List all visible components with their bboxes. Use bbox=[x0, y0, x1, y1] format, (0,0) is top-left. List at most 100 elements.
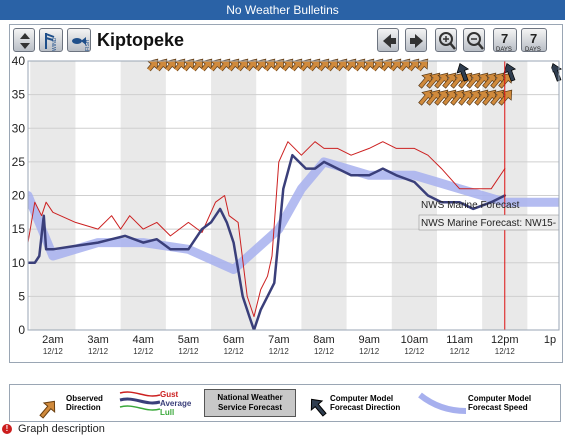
weather-bulletin-banner[interactable]: No Weather Bulletins bbox=[0, 0, 565, 20]
x-tick-label: 1p bbox=[544, 334, 556, 346]
graph-toolbar: WIND FISH Kiptopeke 7 DAYS 7 D bbox=[9, 24, 561, 61]
observed-direction-arrow bbox=[434, 72, 449, 89]
back-days-icon: 7 DAYS bbox=[496, 31, 512, 53]
x-tick-label: 10am bbox=[401, 334, 429, 346]
series-gust bbox=[28, 141, 506, 318]
gust-average-lull-lines-icon bbox=[119, 391, 161, 411]
model-direction-label: Computer Model Forecast Direction bbox=[330, 394, 401, 412]
y-tick-label: 10 bbox=[12, 256, 26, 270]
graph-description-text: Graph description bbox=[18, 423, 105, 435]
days-label: DAYS bbox=[496, 47, 512, 53]
x-tick-date: 12/12 bbox=[450, 347, 471, 356]
y-tick-label: 0 bbox=[18, 323, 25, 337]
x-tick-label: 6am bbox=[223, 334, 244, 346]
arrow-right-icon bbox=[410, 34, 423, 48]
model-speed-line-icon bbox=[418, 392, 467, 414]
x-tick-label: 12pm bbox=[491, 334, 519, 346]
legend-symbols bbox=[39, 391, 467, 419]
days-number: 7 bbox=[530, 31, 537, 46]
fish-label: FISH bbox=[85, 39, 91, 51]
observed-direction-arrow bbox=[450, 72, 465, 89]
x-tick-label: 9am bbox=[358, 334, 379, 346]
days-label: DAYS bbox=[525, 47, 541, 53]
model-speed-label: Computer Model Forecast Speed bbox=[468, 394, 532, 412]
observed-direction-arrow bbox=[442, 89, 457, 106]
y-tick-label: 35 bbox=[12, 88, 26, 102]
observed-direction-arrow bbox=[418, 72, 433, 89]
observed-direction-arrow bbox=[442, 72, 457, 89]
observed-direction-arrow bbox=[474, 89, 489, 106]
nws-forecast-label: NWS Marine Forecast bbox=[421, 200, 520, 211]
model-direction-arrow-icon bbox=[310, 398, 327, 417]
average-label: Average bbox=[160, 399, 192, 408]
observed-direction-arrow bbox=[458, 89, 473, 106]
graph-description-link[interactable]: ! Graph description bbox=[2, 423, 105, 435]
observed-direction-arrow bbox=[418, 89, 433, 106]
graph-legend: Observed Direction Gust Average Lull Nat… bbox=[9, 384, 561, 422]
x-tick-date: 12/12 bbox=[359, 347, 380, 356]
observed-direction-arrow-icon bbox=[39, 400, 56, 419]
up-down-arrows-icon bbox=[20, 33, 30, 49]
observed-direction-arrow bbox=[482, 89, 497, 106]
seven-days-forward-button[interactable]: 7 DAYS bbox=[521, 28, 547, 53]
y-tick-label: 15 bbox=[12, 222, 26, 236]
x-tick-date: 12/12 bbox=[88, 347, 109, 356]
y-tick-label: 40 bbox=[12, 54, 26, 68]
model-direction-arrow bbox=[549, 62, 563, 82]
x-tick-date: 12/12 bbox=[133, 347, 154, 356]
model-direction-arrow bbox=[456, 62, 470, 82]
x-tick-date: 12/12 bbox=[495, 347, 516, 356]
wind-label: WIND bbox=[52, 37, 58, 51]
wind-mode-button[interactable]: WIND bbox=[39, 28, 63, 52]
observed-direction-arrow bbox=[490, 72, 505, 89]
observed-direction-arrow bbox=[482, 72, 497, 89]
plot-border bbox=[27, 60, 560, 331]
days-number: 7 bbox=[501, 31, 508, 46]
y-tick-label: 5 bbox=[18, 289, 25, 303]
nws-forecast-legend-button[interactable]: National Weather Service Forecast bbox=[204, 389, 296, 417]
zoom-in-icon bbox=[439, 32, 456, 50]
series-computer-model-forecast-speed bbox=[28, 157, 559, 274]
x-tick-label: 2am bbox=[42, 334, 63, 346]
seven-days-back-button[interactable]: 7 DAYS bbox=[493, 28, 517, 53]
arrow-left-icon bbox=[383, 34, 396, 48]
x-tick-label: 4am bbox=[133, 334, 154, 346]
observed-direction-label: Observed Direction bbox=[66, 394, 103, 412]
x-tick-label: 3am bbox=[87, 334, 108, 346]
x-tick-date: 12/12 bbox=[269, 347, 290, 356]
lull-label: Lull bbox=[160, 408, 175, 417]
wind-icon: WIND bbox=[45, 33, 58, 51]
observed-direction-arrow bbox=[434, 89, 449, 106]
model-direction-arrow bbox=[503, 62, 517, 82]
zoom-in-button[interactable] bbox=[435, 28, 457, 52]
gust-label: Gust bbox=[160, 390, 179, 399]
next-button[interactable] bbox=[405, 28, 427, 52]
y-tick-label: 25 bbox=[12, 155, 26, 169]
x-tick-date: 12/12 bbox=[178, 347, 199, 356]
station-name: Kiptopeke bbox=[97, 30, 185, 50]
wind-graph[interactable]: 05101520253035402am12/123am12/124am12/12… bbox=[0, 0, 565, 384]
y-tick-label: 30 bbox=[12, 121, 26, 135]
observed-direction-arrow bbox=[466, 72, 481, 89]
info-icon: ! bbox=[2, 424, 12, 435]
observed-direction-arrow bbox=[474, 72, 489, 89]
x-tick-date: 12/12 bbox=[404, 347, 425, 356]
x-tick-label: 11am bbox=[446, 334, 473, 346]
fish-mode-button[interactable]: FISH bbox=[67, 28, 91, 52]
zoom-out-button[interactable] bbox=[463, 28, 485, 52]
series-average bbox=[28, 153, 507, 330]
observed-direction-arrow bbox=[466, 89, 481, 106]
observed-direction-arrow bbox=[426, 72, 441, 89]
observed-direction-arrow bbox=[450, 89, 465, 106]
x-tick-label: 5am bbox=[178, 334, 199, 346]
observed-direction-arrow bbox=[426, 89, 441, 106]
x-tick-date: 12/12 bbox=[224, 347, 245, 356]
previous-button[interactable] bbox=[377, 28, 399, 52]
y-tick-label: 20 bbox=[12, 189, 26, 203]
x-tick-label: 7am bbox=[268, 334, 289, 346]
x-tick-date: 12/12 bbox=[314, 347, 335, 356]
menu-toggle-button[interactable] bbox=[13, 28, 35, 52]
fish-icon: FISH bbox=[72, 37, 91, 51]
x-tick-label: 8am bbox=[313, 334, 334, 346]
nws-forecast-tooltip-text: NWS Marine Forecast: NW15- bbox=[421, 218, 556, 229]
